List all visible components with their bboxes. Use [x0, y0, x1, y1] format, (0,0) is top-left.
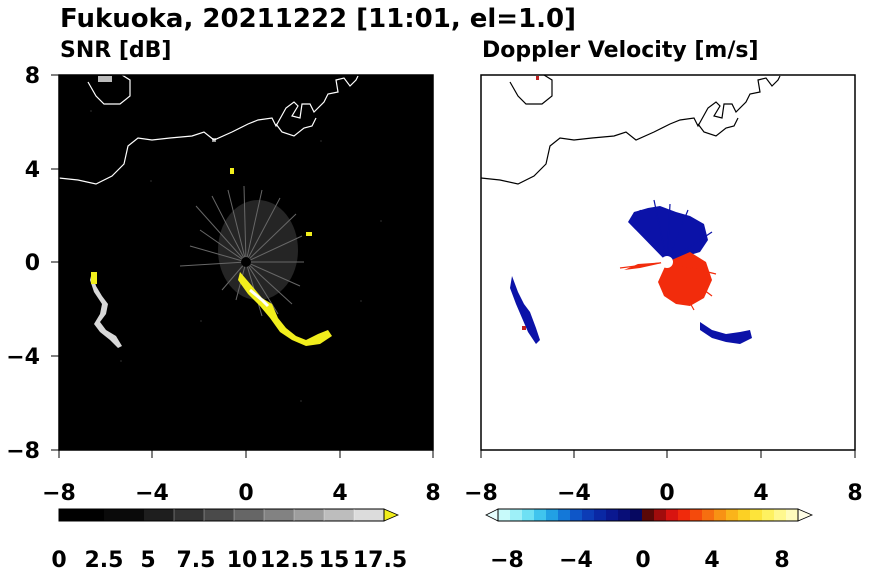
snr-colorbar-label: 0 — [51, 548, 66, 570]
velocity-map — [480, 74, 856, 451]
snr-colorbar-label: 10 — [227, 548, 258, 570]
snr-colorbar-label: 17.5 — [353, 548, 407, 570]
ytick: 8 — [25, 64, 40, 89]
velocity-colorbar — [485, 508, 814, 522]
velocity-island-coastline — [509, 74, 553, 105]
snr-radial-echo — [179, 185, 304, 317]
ytick: −8 — [6, 439, 40, 464]
ytick: 0 — [25, 251, 40, 276]
velocity-xtick: −8 — [464, 481, 498, 506]
velocity-colorbar-label: −4 — [559, 548, 593, 570]
snr-colorbar-label: 7.5 — [177, 548, 216, 570]
velocity-xtick: 0 — [659, 481, 674, 506]
snr-xtick: −4 — [135, 481, 169, 506]
velocity-colorbar-label: 8 — [774, 548, 789, 570]
velocity-xtick: −4 — [557, 481, 591, 506]
velocity-xtick: 8 — [847, 481, 862, 506]
snr-map — [58, 74, 434, 451]
figure-title: Fukuoka, 20211222 [11:01, el=1.0] — [60, 4, 576, 34]
snr-colorbar — [58, 508, 400, 522]
snr-axis-ticks — [51, 74, 434, 458]
velocity-panel-title: Doppler Velocity [m/s] — [482, 38, 759, 63]
snr-echo-band-southeast — [238, 272, 332, 346]
velocity-coastline — [480, 75, 781, 185]
snr-xtick: 0 — [238, 481, 253, 506]
velocity-colorbar-label: −8 — [490, 548, 524, 570]
snr-echo-band-southwest — [90, 272, 122, 348]
snr-xtick: 8 — [425, 481, 440, 506]
snr-colorbar-label: 12.5 — [260, 548, 314, 570]
snr-colorbar-label: 2.5 — [85, 548, 124, 570]
snr-xtick: 4 — [332, 481, 347, 506]
velocity-axis-ticks — [480, 450, 856, 458]
snr-island-coastline — [87, 74, 131, 105]
ytick: 4 — [25, 158, 40, 183]
snr-noise — [90, 110, 382, 402]
velocity-band-southeast — [700, 322, 752, 344]
velocity-xtick: 4 — [753, 481, 768, 506]
snr-colorbar-label: 15 — [319, 548, 350, 570]
snr-colorbar-label: 5 — [140, 548, 155, 570]
snr-panel-title: SNR [dB] — [60, 38, 171, 63]
ytick: −4 — [6, 345, 40, 370]
velocity-colorbar-label: 4 — [704, 548, 719, 570]
snr-xtick: −8 — [42, 481, 76, 506]
velocity-band-southwest — [510, 276, 540, 344]
snr-coastline — [58, 75, 359, 185]
velocity-colorbar-label: 0 — [635, 548, 650, 570]
